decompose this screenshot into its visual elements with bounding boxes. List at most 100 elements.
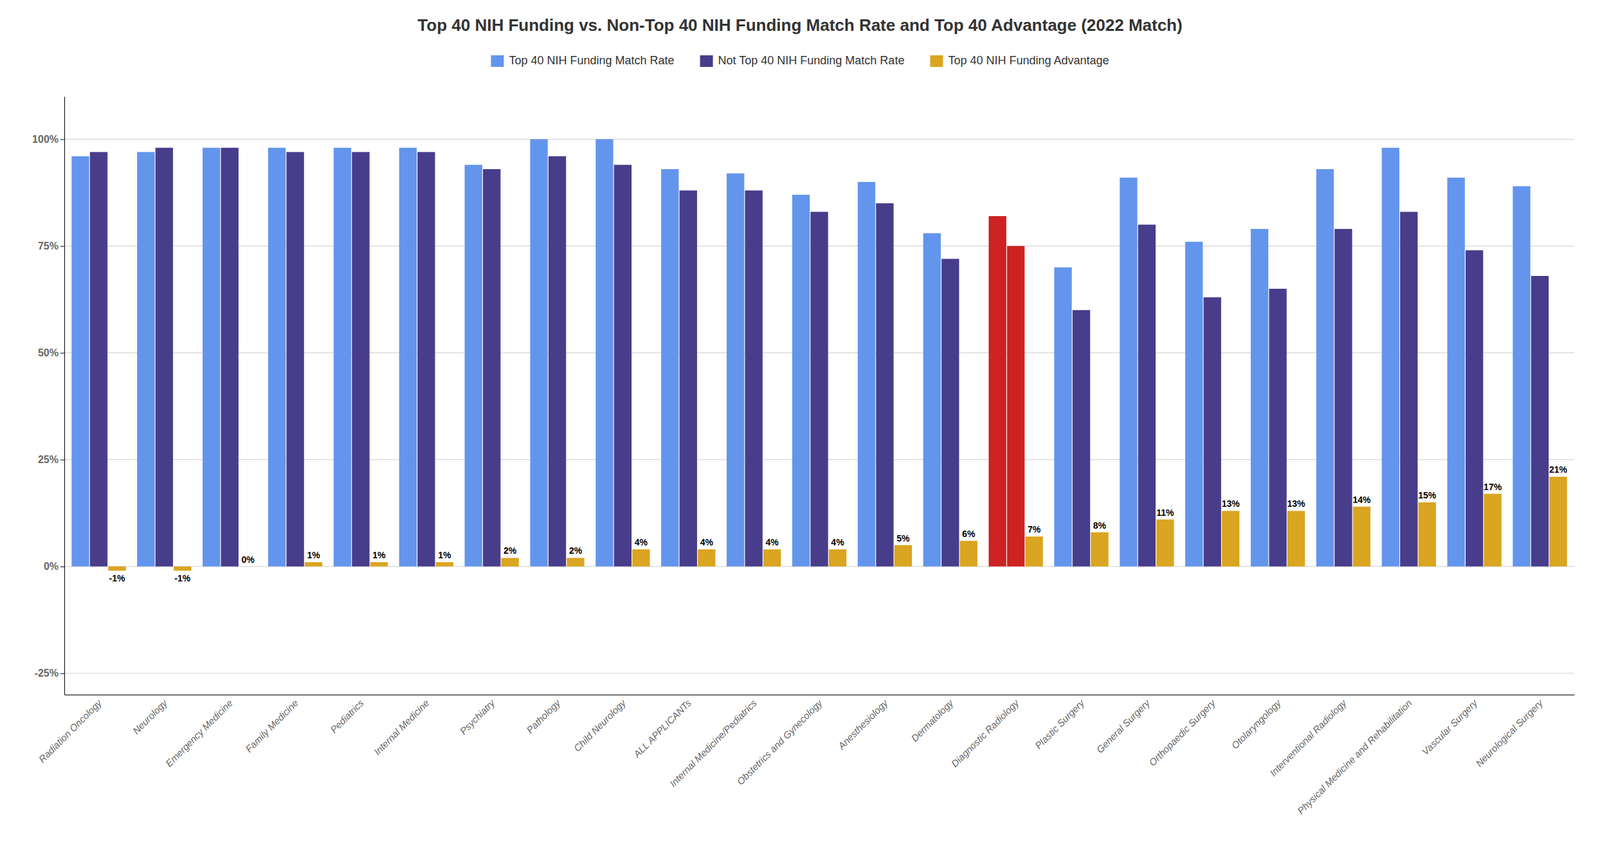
- bar: [679, 190, 698, 567]
- y-tick-label: 50%: [37, 347, 59, 359]
- bar: [810, 211, 828, 566]
- bar: [828, 549, 847, 567]
- data-label: 4%: [634, 536, 649, 548]
- bar: [1138, 224, 1156, 566]
- data-label: 4%: [700, 536, 714, 548]
- bar: [1203, 297, 1222, 567]
- y-tick-label: 100%: [32, 133, 59, 145]
- legend-swatch: [700, 55, 714, 67]
- bars: [71, 138, 1567, 571]
- x-tick-label: Diagnostic Radiology: [949, 696, 1022, 770]
- data-label: 13%: [1221, 498, 1241, 509]
- x-tick-label: Pediatrics: [327, 697, 366, 736]
- bar: [1447, 177, 1465, 567]
- bar: [1287, 510, 1305, 566]
- data-label: 2%: [569, 545, 583, 556]
- grid: [64, 138, 1575, 673]
- x-axis-line: [64, 694, 1575, 696]
- x-tick-label: Anesthesiology: [835, 696, 891, 752]
- data-label: 11%: [1156, 507, 1175, 518]
- x-tick: ALL APPLICANTs: [630, 697, 694, 761]
- x-tick: Otolaryngology: [1228, 696, 1283, 751]
- y-tick: 50%: [37, 347, 65, 359]
- legend-label: Top 40 NIH Funding Match Rate: [508, 54, 674, 67]
- bar-series: [71, 138, 1530, 566]
- x-tick-label: Dermatology: [908, 696, 956, 744]
- x-tick-label: Pathology: [524, 696, 563, 736]
- x-tick: Vascular Surgery: [1419, 696, 1480, 757]
- y-tick-mark: [60, 673, 65, 674]
- x-tick-label: Child Neurology: [571, 696, 629, 754]
- legend-swatch: [490, 55, 504, 67]
- bar: [1221, 510, 1240, 566]
- x-tick-label: Orthopaedic Surgery: [1146, 696, 1219, 768]
- grid-line: [64, 138, 1575, 140]
- bar: [1156, 519, 1174, 567]
- bar: [399, 147, 417, 567]
- bar: [875, 203, 894, 567]
- y-tick-mark: [60, 566, 65, 568]
- y-tick: -25%: [34, 667, 65, 679]
- x-tick-label: ALL APPLICANTs: [630, 697, 694, 761]
- bar: [1400, 211, 1418, 566]
- data-label: 21%: [1549, 464, 1568, 475]
- bar: [1483, 493, 1501, 567]
- x-tick-label: Obstetrics and Gynecology: [734, 696, 825, 787]
- data-label: 14%: [1352, 494, 1372, 505]
- bar: [239, 565, 257, 567]
- legend-label: Top 40 NIH Funding Advantage: [947, 54, 1109, 67]
- y-tick: 75%: [37, 240, 65, 252]
- bar: [941, 258, 959, 566]
- data-label: 6%: [962, 528, 976, 539]
- bar-series: [108, 476, 1567, 571]
- x-tick-label: Family Medicine: [243, 697, 301, 755]
- bar: [792, 194, 810, 567]
- data-label: 15%: [1418, 490, 1437, 501]
- data-label: 8%: [1093, 520, 1107, 531]
- bar: [529, 138, 548, 566]
- legend-item: Top 40 NIH Funding Advantage: [929, 54, 1109, 67]
- data-label: 1%: [437, 549, 452, 561]
- bar: [1185, 241, 1203, 567]
- x-tick-label: Otolaryngology: [1228, 696, 1283, 751]
- bar: [464, 164, 483, 566]
- bar: [566, 557, 584, 566]
- data-label: 2%: [503, 545, 518, 556]
- x-tick: Internal Medicine: [371, 697, 432, 757]
- x-tick: Neurological Surgery: [1473, 696, 1546, 769]
- x-tick: Pathology: [524, 696, 563, 736]
- bar: [1381, 147, 1400, 567]
- y-tick: 100%: [32, 133, 65, 145]
- bar: [1007, 246, 1025, 567]
- x-tick-label: Plastic Surgery: [1032, 696, 1087, 751]
- y-tick: 0%: [43, 560, 65, 572]
- bar: [595, 138, 613, 566]
- bar: [333, 147, 352, 567]
- x-tick-label: Radiation Oncology: [36, 696, 105, 765]
- bar: [351, 151, 370, 566]
- bar: [136, 151, 155, 566]
- bar: [1353, 506, 1371, 567]
- bar: [202, 147, 220, 567]
- legend-item: Top 40 NIH Funding Match Rate: [490, 54, 674, 67]
- bar: [960, 540, 978, 567]
- x-tick-label: Physical Medicine and Rehabilitation: [1295, 697, 1415, 817]
- x-tick: Anesthesiology: [835, 696, 891, 752]
- bar: [436, 562, 454, 567]
- title: Top 40 NIH Funding vs. Non-Top 40 NIH Fu…: [417, 15, 1182, 35]
- x-tick-label: Internal Medicine: [371, 697, 432, 757]
- x-tick: General Surgery: [1093, 696, 1153, 755]
- y-tick-mark: [60, 353, 65, 354]
- x-tick-label: Psychiatry: [457, 696, 498, 737]
- bar: [71, 156, 89, 567]
- bar: [1334, 228, 1352, 567]
- x-tick-label: General Surgery: [1093, 696, 1153, 755]
- y-tick-label: 25%: [37, 454, 59, 465]
- y-tick-mark: [60, 138, 65, 140]
- bar: [173, 566, 191, 572]
- y-tick-label: 75%: [37, 240, 59, 252]
- x-tick: Dermatology: [908, 696, 956, 744]
- x-tick: Family Medicine: [243, 697, 301, 755]
- data-label: 7%: [1027, 524, 1042, 535]
- legend: Top 40 NIH Funding Match RateNot Top 40 …: [490, 54, 1109, 67]
